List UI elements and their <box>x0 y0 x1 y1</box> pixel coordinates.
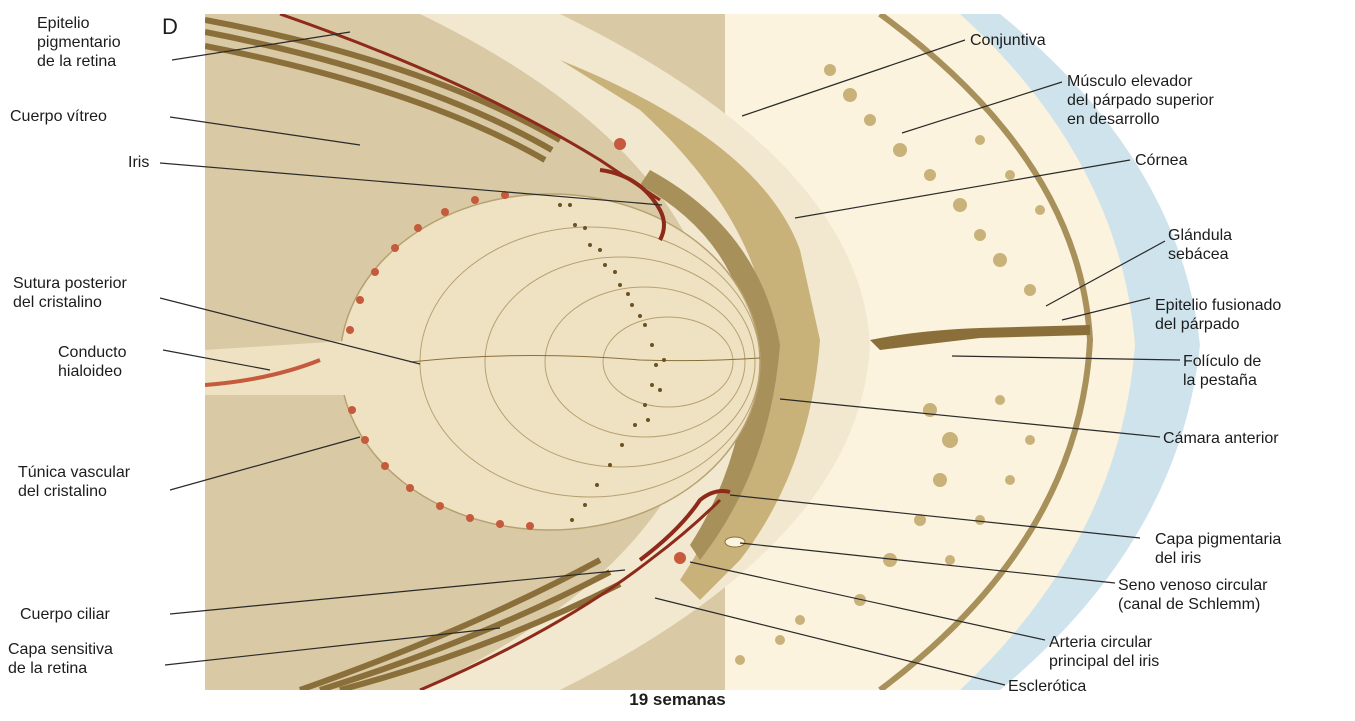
iris-tip-bottom <box>638 489 731 562</box>
eyelid-outline <box>878 14 1094 690</box>
lens-suture-line <box>409 354 761 363</box>
label-glandula-sebacea: Glándula sebácea <box>1168 227 1233 263</box>
label-capa-sensitiva: Capa sensitiva de la retina <box>8 641 113 677</box>
artery-bottom <box>674 552 686 564</box>
leader-lines <box>159 31 1181 686</box>
tunica-vascular-dots <box>346 191 534 530</box>
label-camara-anterior: Cámara anterior <box>1163 430 1279 447</box>
label-seno-venoso: Seno venoso circular (canal de Schlemm) <box>1118 577 1268 613</box>
lens-rings <box>419 226 761 498</box>
label-epitelio-pigmentario: Epitelio pigmentario de la retina <box>37 15 121 70</box>
lens-nuclei-dots <box>558 203 666 522</box>
label-foliculo-pestana: Folículo de la pestaña <box>1183 353 1262 389</box>
label-conjuntiva: Conjuntiva <box>970 32 1046 49</box>
label-cornea: Córnea <box>1135 152 1188 169</box>
label-tunica-vascular: Túnica vascular del cristalino <box>18 464 131 500</box>
retina-stripes-top <box>205 17 562 163</box>
label-conducto-hialoideo: Conducto hialoideo <box>58 344 127 380</box>
retina-stripes-bottom <box>299 557 622 690</box>
label-musculo-elevador: Músculo elevador del párpado superior en… <box>1067 73 1214 128</box>
hyaloid-vessel <box>205 358 321 387</box>
conjunctiva-band <box>560 60 820 600</box>
iris-tip-top <box>599 168 666 241</box>
lens <box>339 193 761 531</box>
label-arteria-circular: Arteria circular principal del iris <box>1049 634 1160 670</box>
label-capa-pigmentaria-iris: Capa pigmentaria del iris <box>1155 531 1282 567</box>
pigment-layer-bottom <box>419 498 722 690</box>
panel-letter: D <box>162 14 178 39</box>
label-sutura-posterior: Sutura posterior del cristalino <box>13 275 127 311</box>
fused-epithelium <box>870 325 1090 350</box>
cornea-band <box>640 170 780 560</box>
label-esclerotica: Esclerótica <box>1008 678 1087 695</box>
figure-caption: 19 semanas <box>629 690 726 709</box>
label-cuerpo-ciliar: Cuerpo ciliar <box>20 606 110 623</box>
label-epitelio-fusionado: Epitelio fusionado del párpado <box>1155 297 1282 333</box>
eyelid-region <box>700 14 1135 690</box>
eyelid-glands <box>735 64 1045 665</box>
label-iris: Iris <box>128 154 150 171</box>
artery-top <box>614 138 626 150</box>
schlemm-canal <box>724 536 746 548</box>
label-cuerpo-vitreo: Cuerpo vítreo <box>10 108 107 125</box>
